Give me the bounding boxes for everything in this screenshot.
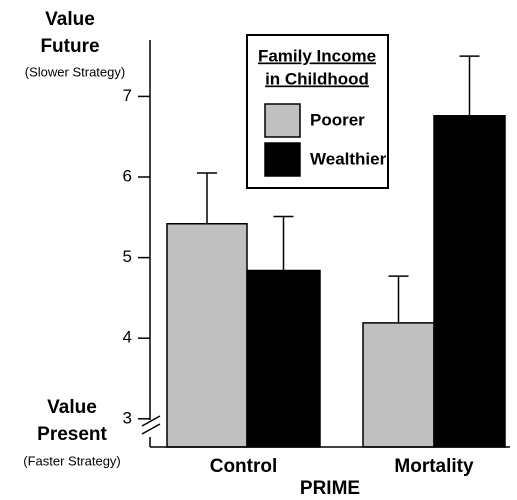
y-tick-label: 3: [123, 408, 132, 427]
axis-break: [141, 423, 161, 435]
x-label: PRIME: [300, 478, 360, 499]
axis-break: [141, 415, 161, 427]
bar: [433, 115, 506, 448]
y-tick-label: 7: [123, 86, 132, 105]
bar: [246, 269, 321, 448]
legend-label: Poorer: [310, 110, 365, 129]
legend-title: in Childhood: [265, 69, 369, 88]
y-label-top: Future: [40, 36, 99, 57]
x-tick-label: Mortality: [394, 456, 474, 477]
y-tick-label: 4: [123, 328, 132, 347]
legend-title: Family Income: [258, 46, 376, 65]
x-tick-label: Control: [210, 456, 278, 477]
y-label-top: Value: [45, 9, 95, 30]
y-tick-label: 5: [123, 247, 132, 266]
y-tick-label: 6: [123, 166, 132, 185]
bar: [166, 223, 248, 448]
y-note-top: (Slower Strategy): [25, 64, 125, 79]
y-label-bottom: Present: [37, 424, 107, 445]
bar: [362, 322, 435, 448]
y-label-bottom: Value: [47, 397, 97, 418]
legend-label: Wealthier: [310, 149, 387, 168]
y-note-bottom: (Faster Strategy): [23, 453, 121, 468]
legend-swatch: [264, 142, 301, 177]
legend-swatch: [264, 103, 301, 138]
